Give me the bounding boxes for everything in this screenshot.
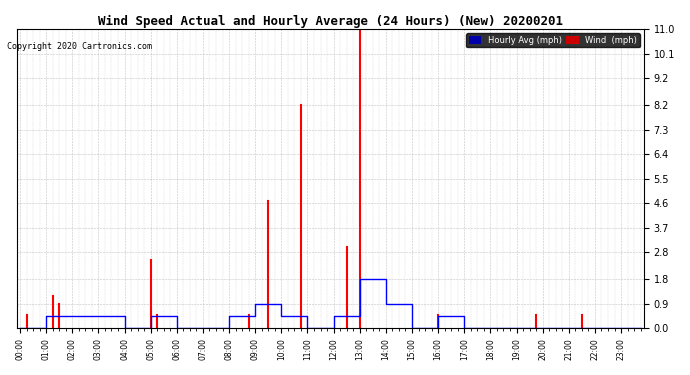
Legend: Hourly Avg (mph), Wind  (mph): Hourly Avg (mph), Wind (mph) (466, 33, 640, 47)
Text: Copyright 2020 Cartronics.com: Copyright 2020 Cartronics.com (7, 42, 152, 51)
Title: Wind Speed Actual and Hourly Average (24 Hours) (New) 20200201: Wind Speed Actual and Hourly Average (24… (98, 15, 563, 28)
